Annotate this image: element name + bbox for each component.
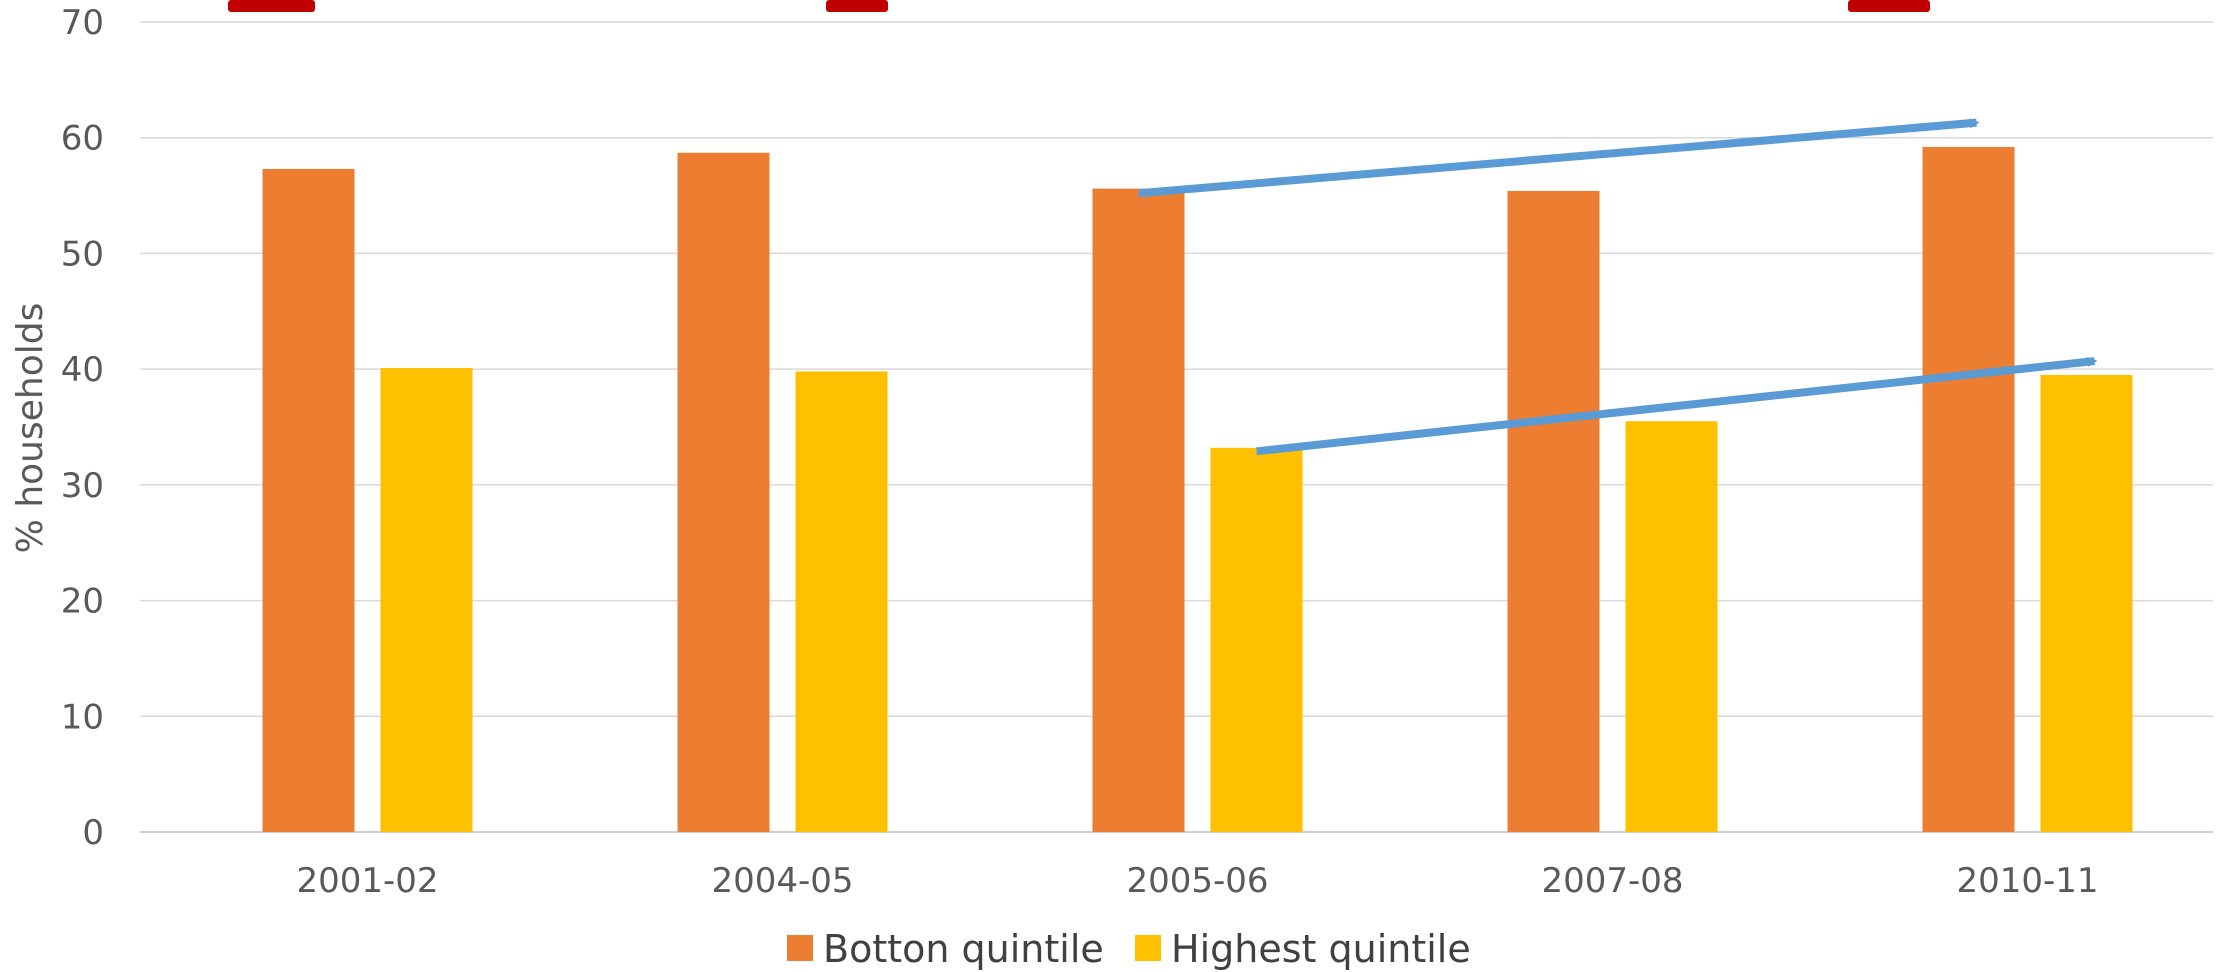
bar-bottom-quintile [677, 152, 770, 832]
trend-arrow-bottom-quintile [1138, 118, 1980, 198]
bar-bottom-quintile [1922, 146, 2015, 832]
x-axis-ticks: 2001-02 2004-05 2005-06 2007-08 2010-11 [296, 861, 2098, 901]
cropped-title-strip [228, 0, 1930, 12]
y-axis-title: % households [10, 303, 51, 554]
y-tick-label: 0 [82, 813, 104, 853]
y-axis-ticks: 0 10 20 30 40 50 60 70 [61, 3, 104, 853]
title-fragment-1 [826, 0, 888, 12]
bar-bottom-quintile [1507, 190, 1600, 832]
y-tick-label: 40 [61, 350, 104, 390]
title-fragment-0 [228, 0, 315, 12]
bar-highest-quintile [380, 367, 473, 832]
title-fragment-2 [1848, 0, 1930, 12]
bar-bottom-quintile [1092, 188, 1185, 833]
bar-highest-quintile [1210, 447, 1303, 832]
x-tick-label: 2010-11 [1956, 861, 2098, 901]
y-tick-label: 60 [61, 119, 104, 159]
bars [262, 146, 2133, 833]
y-tick-label: 20 [61, 582, 104, 622]
trend-arrows [1138, 118, 2098, 456]
y-tick-label: 30 [61, 466, 104, 506]
bar-highest-quintile [1625, 421, 1718, 832]
legend: Botton quintile Highest quintile [787, 927, 1471, 971]
legend-label: Botton quintile [823, 927, 1104, 971]
trend-arrow-highest-quintile [1256, 356, 2098, 456]
legend-swatch [787, 935, 813, 961]
y-tick-label: 50 [61, 234, 104, 274]
y-tick-label: 70 [61, 3, 104, 43]
bar-bottom-quintile [262, 168, 355, 832]
legend-label: Highest quintile [1171, 927, 1471, 971]
legend-swatch [1135, 935, 1161, 961]
x-tick-label: 2005-06 [1126, 861, 1268, 901]
bar-highest-quintile [795, 371, 888, 832]
x-tick-label: 2001-02 [296, 861, 438, 901]
y-tick-label: 10 [61, 697, 104, 737]
bar-highest-quintile [2040, 374, 2133, 832]
x-tick-label: 2004-05 [711, 861, 853, 901]
x-tick-label: 2007-08 [1541, 861, 1683, 901]
